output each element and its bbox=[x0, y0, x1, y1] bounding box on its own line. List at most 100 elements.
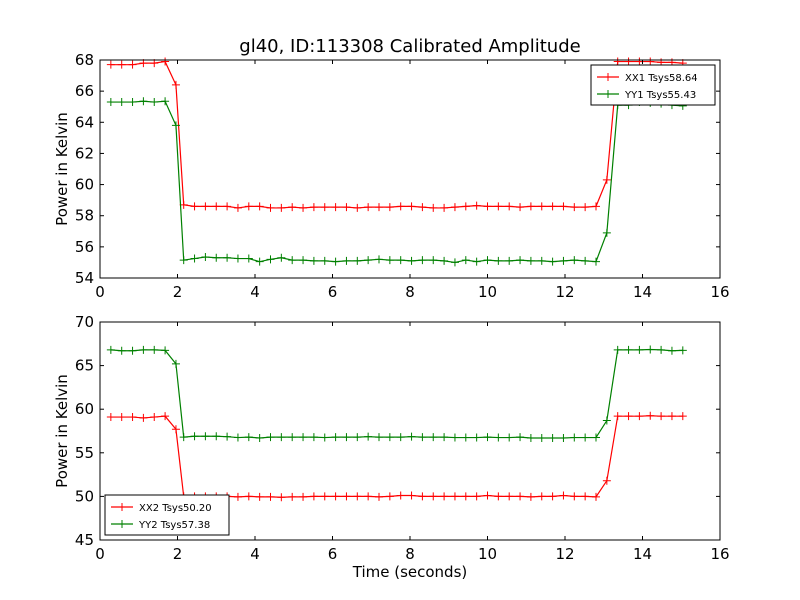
top-series-2-point bbox=[548, 257, 557, 266]
bottom-series-2-point bbox=[494, 433, 503, 442]
bottom-series-2-point bbox=[299, 433, 308, 442]
bottom-series-1-point bbox=[418, 492, 427, 501]
bottom-legend-marker bbox=[118, 503, 126, 511]
bottom-series-1-point bbox=[396, 491, 405, 500]
bottom-series-2-point bbox=[342, 433, 351, 442]
top-series-1-point bbox=[537, 202, 546, 211]
top-series-1-point bbox=[201, 202, 210, 211]
top-series-1-point bbox=[548, 202, 557, 211]
top-series-2-point bbox=[353, 256, 362, 265]
bottom-series-1-point bbox=[106, 413, 115, 422]
top-series-2-point bbox=[461, 256, 470, 265]
top-series-1-point bbox=[570, 203, 579, 212]
top-series-1-point bbox=[526, 202, 535, 211]
bottom-legend-label: XX2 Tsys50.20 bbox=[139, 503, 212, 514]
bottom-legend-marker bbox=[118, 520, 126, 528]
bottom-series-2-point bbox=[128, 346, 137, 355]
bottom-series-1-point bbox=[494, 492, 503, 501]
top-series-2-point bbox=[266, 255, 275, 264]
top-y-tick-label: 60 bbox=[75, 176, 94, 194]
bottom-series-2-point bbox=[678, 346, 687, 355]
bottom-series-2-point bbox=[364, 432, 373, 441]
bottom-series-1-point bbox=[385, 492, 394, 501]
bottom-series-1-point bbox=[646, 411, 655, 420]
bottom-x-tick-label: 16 bbox=[710, 545, 729, 563]
bottom-series-2-point bbox=[320, 433, 329, 442]
top-series-1-point bbox=[472, 201, 481, 210]
bottom-series-1-point bbox=[570, 492, 579, 501]
top-legend-label: YY1 Tsys55.43 bbox=[624, 90, 696, 101]
bottom-x-tick-label: 2 bbox=[173, 545, 183, 563]
bottom-series-1-point bbox=[429, 492, 438, 501]
bottom-series-1-point bbox=[537, 492, 546, 501]
top-series-1-point bbox=[364, 203, 373, 212]
bottom-y-tick-label: 60 bbox=[75, 400, 94, 418]
bottom-series-1-point bbox=[581, 492, 590, 501]
bottom-series-1-point bbox=[139, 413, 148, 422]
top-series-1-point bbox=[440, 203, 449, 212]
top-series-1-point bbox=[331, 203, 340, 212]
bottom-series-1-point bbox=[505, 492, 514, 501]
bottom-series-2-point bbox=[440, 433, 449, 442]
top-series-1-point bbox=[233, 203, 242, 212]
bottom-series-2-point bbox=[331, 433, 340, 442]
top-series-1-point bbox=[342, 203, 351, 212]
top-series-2-point bbox=[592, 257, 600, 266]
top-series-1-point bbox=[171, 80, 180, 89]
top-series-2-point bbox=[320, 256, 329, 265]
bottom-series-2-point bbox=[309, 433, 318, 442]
top-legend-marker bbox=[604, 90, 612, 98]
top-series-2-point bbox=[277, 253, 286, 262]
top-series-1-point bbox=[516, 203, 525, 212]
bottom-y-tick-label: 55 bbox=[75, 444, 94, 462]
bottom-series-1-point bbox=[353, 492, 362, 501]
bottom-series-1-point bbox=[117, 413, 126, 422]
bottom-x-tick-label: 4 bbox=[250, 545, 260, 563]
top-series-2-point bbox=[223, 253, 232, 262]
bottom-series-1-point bbox=[266, 492, 275, 501]
bottom-legend: XX2 Tsys50.20 YY2 Tsys57.38 bbox=[104, 494, 230, 536]
bottom-series-2-point bbox=[266, 433, 275, 442]
top-y-tick-label: 54 bbox=[75, 269, 94, 287]
top-series-2-point bbox=[537, 256, 546, 265]
bottom-series-2-point bbox=[375, 433, 383, 442]
top-series-1-point bbox=[320, 203, 329, 212]
bottom-series-2-point bbox=[559, 433, 568, 442]
top-y-tick-label: 68 bbox=[75, 51, 94, 69]
bottom-series-2-point bbox=[407, 432, 416, 441]
bottom-series-1-point bbox=[233, 492, 242, 501]
top-series-2-point bbox=[309, 256, 318, 265]
top-series-2-point bbox=[450, 258, 459, 267]
bottom-series-2-point bbox=[212, 432, 221, 441]
top-x-tick-label: 0 bbox=[95, 283, 105, 301]
top-legend-label: XX1 Tsys58.64 bbox=[625, 73, 698, 84]
top-series-2-point bbox=[429, 256, 438, 265]
bottom-series-1-point bbox=[342, 492, 351, 501]
bottom-series-1-point bbox=[592, 492, 600, 501]
bottom-series-1-point bbox=[472, 492, 481, 501]
bottom-series-2-point bbox=[150, 345, 159, 354]
bottom-series-1-point bbox=[678, 412, 687, 421]
bottom-legend-label: YY2 Tsys57.38 bbox=[138, 520, 210, 531]
top-series-1-point bbox=[461, 202, 470, 211]
top-series-2-point bbox=[288, 256, 297, 265]
bottom-y-tick-label: 45 bbox=[75, 531, 94, 549]
bottom-series-1-point bbox=[635, 412, 644, 421]
bottom-series-2-point bbox=[461, 433, 470, 442]
top-series-1-point bbox=[429, 203, 438, 212]
top-series-1-point bbox=[128, 60, 137, 69]
bottom-series-1-point bbox=[526, 492, 535, 501]
top-series-2-point bbox=[299, 256, 308, 265]
bottom-series-2-point bbox=[592, 433, 600, 442]
top-series-1-point bbox=[396, 202, 405, 211]
top-series-2-point bbox=[171, 121, 180, 130]
top-y-tick-label: 66 bbox=[75, 82, 94, 100]
bottom-series-1-point bbox=[244, 492, 253, 501]
top-legend-marker bbox=[604, 73, 612, 81]
bottom-series-2-point bbox=[233, 433, 242, 442]
bottom-series-1-point bbox=[331, 492, 340, 501]
bottom-series-2-point bbox=[255, 433, 264, 442]
top-series-2-point bbox=[385, 256, 394, 265]
bottom-series-2-point bbox=[117, 346, 126, 355]
